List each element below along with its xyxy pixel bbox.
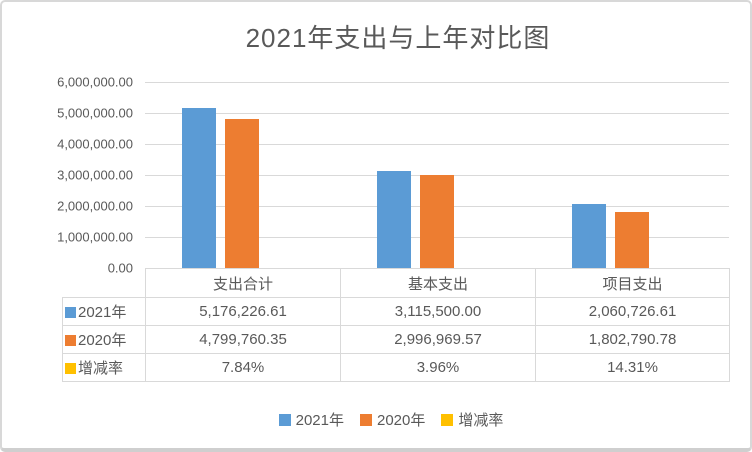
table-column-header: 项目支出 xyxy=(535,268,730,298)
table-value-cell: 2,060,726.61 xyxy=(535,297,730,326)
table-value-cell: 3.96% xyxy=(340,353,536,382)
table-value-cell: 3,115,500.00 xyxy=(340,297,536,326)
table-row-header: 增减率 xyxy=(62,353,146,382)
gridline xyxy=(145,268,729,269)
table-value-cell: 1,802,790.78 xyxy=(535,325,730,354)
legend-item: 增减率 xyxy=(441,409,503,430)
table-value-cell: 5,176,226.61 xyxy=(145,297,341,326)
bar xyxy=(420,175,454,268)
series-swatch-icon xyxy=(65,335,76,346)
gridline xyxy=(145,82,729,83)
y-axis-tick-label: 6,000,000.00 xyxy=(57,74,133,90)
legend-label: 2020年 xyxy=(376,412,426,429)
chart-data-table: 支出合计 基本支出 项目支出 2021年 5,176,226.61 3,115,500.0… xyxy=(62,268,730,382)
table-row: 2021年 5,176,226.61 3,115,500.00 2,060,726.6… xyxy=(62,297,730,326)
legend-swatch-icon xyxy=(441,413,454,426)
y-axis-tick-label: 0.00 xyxy=(107,260,133,276)
chart-title: 2021年支出与上年对比图 xyxy=(245,23,551,53)
y-axis-tick-label: 4,000,000.00 xyxy=(57,136,133,152)
bar xyxy=(614,212,649,268)
bar xyxy=(182,107,217,268)
table-corner-cell xyxy=(62,268,146,298)
table-value-cell: 14.31% xyxy=(535,353,730,382)
gridline xyxy=(145,113,729,114)
table-row: 2020年 4,799,760.35 2,996,969.57 1,802,790.7… xyxy=(62,325,730,354)
table-column-header: 支出合计 xyxy=(145,268,341,298)
y-axis-tick-label: 3,000,000.00 xyxy=(57,167,133,183)
legend-item: 2020年 xyxy=(359,409,426,430)
y-axis-tick-label: 2,000,000.00 xyxy=(57,198,133,214)
chart-legend: 2021年 2020年 增减率 xyxy=(2,409,750,430)
y-axis-tick-label: 5,000,000.00 xyxy=(57,105,133,121)
bar xyxy=(225,119,260,268)
series-swatch-icon xyxy=(65,307,76,318)
table-value-cell: 7.84% xyxy=(145,353,341,382)
bar xyxy=(571,204,606,268)
series-swatch-icon xyxy=(65,363,76,374)
legend-label: 增减率 xyxy=(458,412,504,429)
table-row-header: 2020年 xyxy=(62,325,146,354)
table-value-cell: 4,799,760.35 xyxy=(145,325,341,354)
legend-swatch-icon xyxy=(359,413,372,426)
table-column-header: 基本支出 xyxy=(340,268,536,298)
legend-item: 2021年 xyxy=(278,409,344,430)
bar xyxy=(377,171,411,268)
table-row-header: 2021年 xyxy=(62,297,146,326)
y-axis-tick-label: 1,000,000.00 xyxy=(57,229,133,245)
gridline xyxy=(145,144,729,145)
table-value-cell: 2,996,969.57 xyxy=(340,325,536,354)
legend-label: 2021年 xyxy=(295,412,344,429)
table-row: 增减率 7.84% 3.96% 14.31% xyxy=(62,353,730,382)
legend-swatch-icon xyxy=(278,413,291,426)
